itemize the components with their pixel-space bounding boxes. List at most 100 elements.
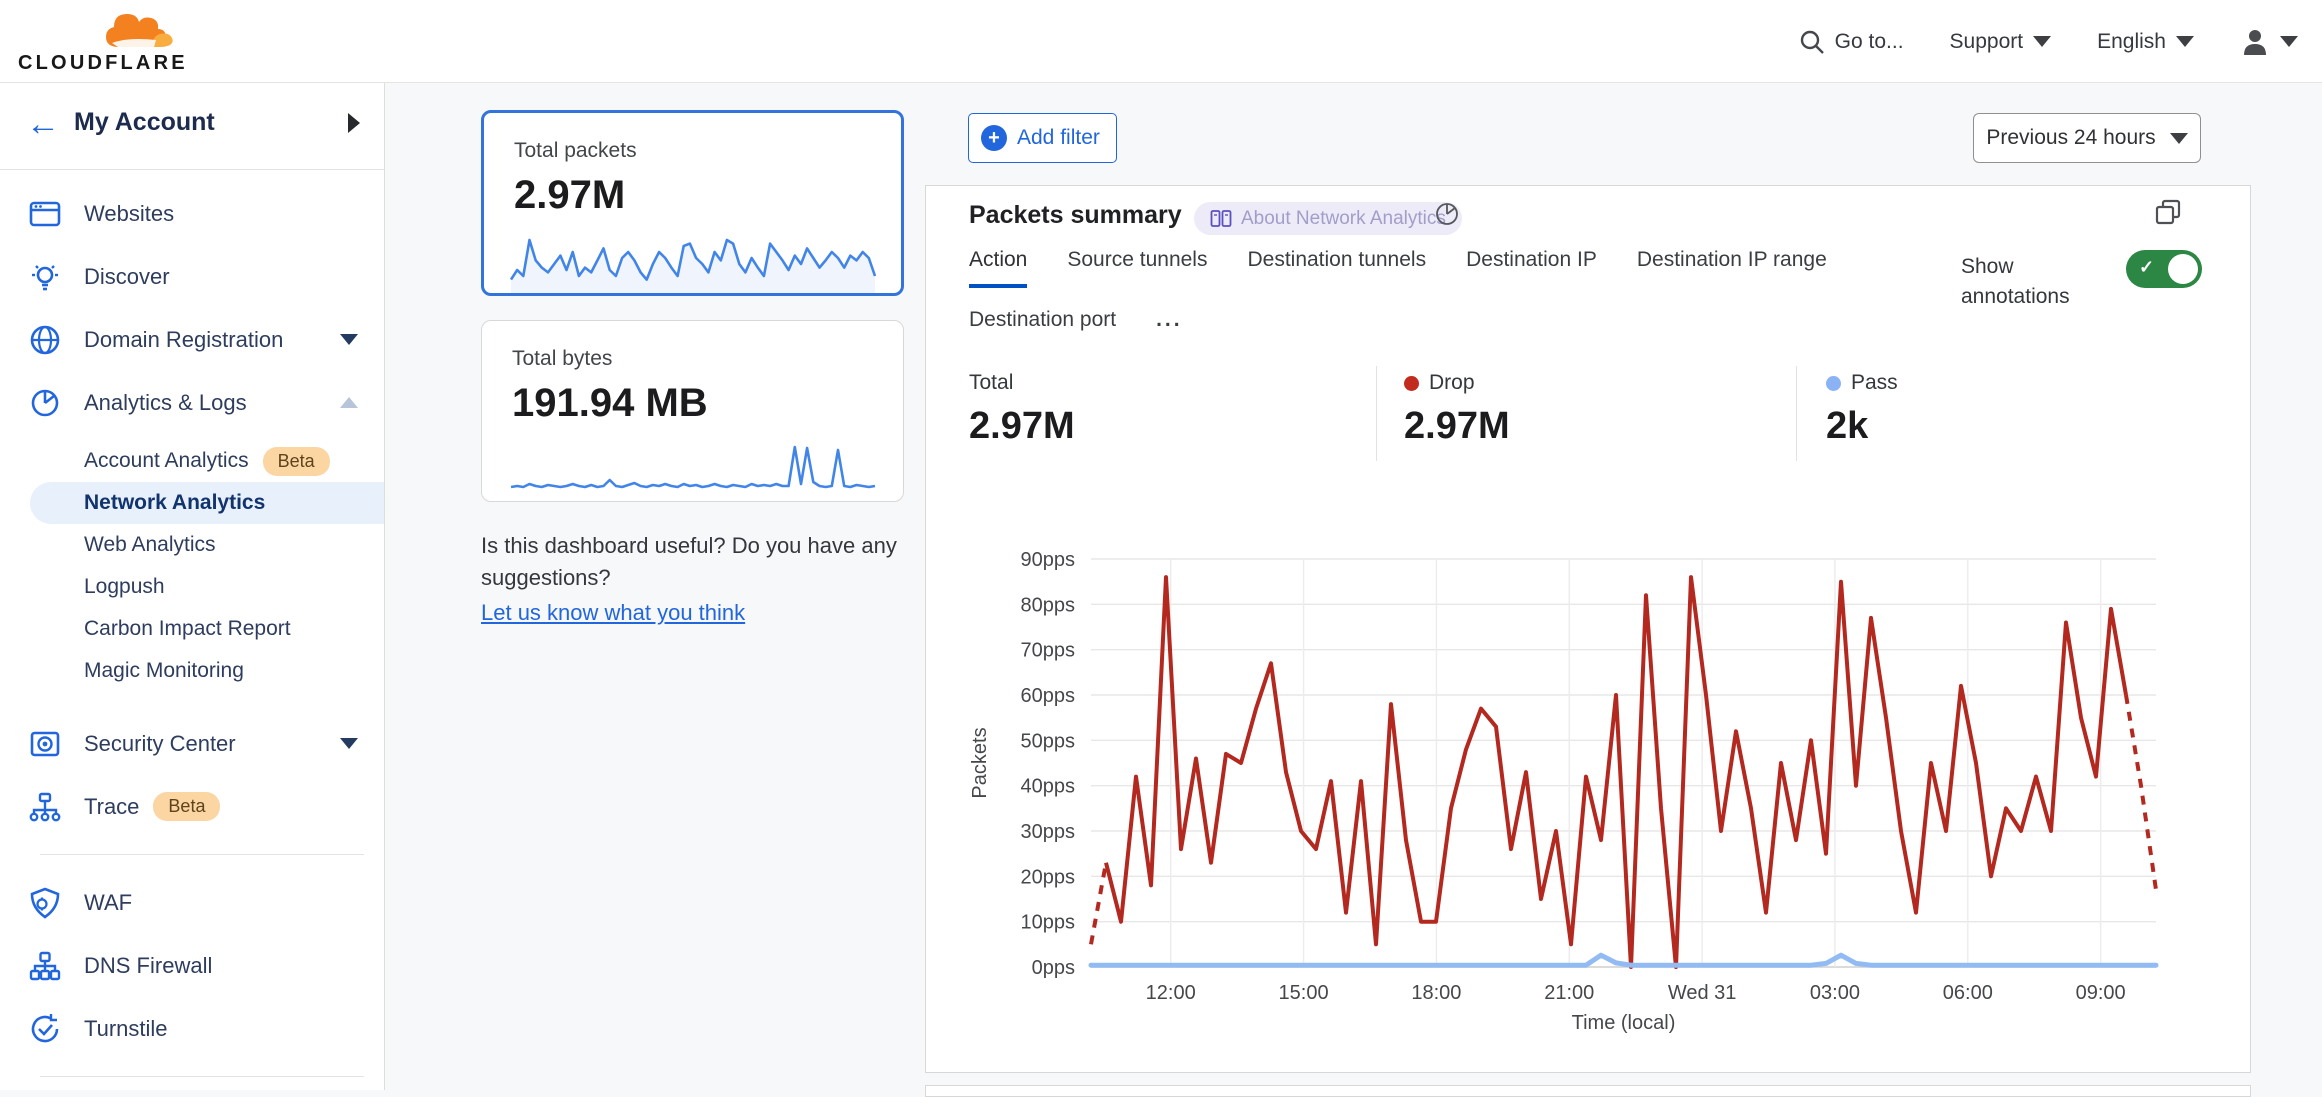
add-filter-label: Add filter — [1017, 126, 1100, 149]
book-icon — [1210, 209, 1232, 227]
sidebar-item-label: Carbon Impact Report — [84, 617, 291, 640]
stats-row: Total 2.97M Drop 2.97M Pass 2k — [926, 366, 2252, 471]
card-total-bytes[interactable]: Total bytes 191.94 MB — [481, 320, 904, 502]
sidebar-item-waf[interactable]: WAF — [0, 871, 384, 934]
lightbulb-icon — [32, 264, 58, 290]
tab-destination-ip[interactable]: Destination IP — [1466, 248, 1597, 271]
chevron-down-icon — [2033, 36, 2052, 47]
svg-text:30pps: 30pps — [1021, 821, 1076, 843]
sidebar-item-security-center[interactable]: Security Center — [0, 712, 384, 775]
sidebar-item-label: Domain Registration — [84, 326, 284, 352]
dimension-tabs: Action Source tunnels Destination tunnel… — [969, 248, 1869, 344]
chevron-down-icon — [340, 738, 358, 749]
sidebar-divider — [40, 854, 364, 855]
tab-source-tunnels[interactable]: Source tunnels — [1067, 248, 1208, 271]
time-range-select[interactable]: Previous 24 hours — [1973, 113, 2201, 163]
chevron-down-icon — [2280, 36, 2298, 47]
svg-text:06:00: 06:00 — [1943, 982, 1993, 1004]
feedback-link[interactable]: Let us know what you think — [481, 600, 746, 625]
card-title: Total bytes — [512, 347, 613, 370]
stat-label: Pass — [1851, 371, 1898, 394]
svg-text:70pps: 70pps — [1021, 640, 1076, 662]
stat-divider — [1796, 366, 1797, 461]
sidebar-item-turnstile[interactable]: Turnstile — [0, 997, 384, 1060]
svg-text:03:00: 03:00 — [1810, 982, 1860, 1004]
sidebar-item-label: Network Analytics — [84, 491, 266, 514]
svg-text:12:00: 12:00 — [1146, 982, 1196, 1004]
cloudflare-logo[interactable]: CLOUDFLARE — [18, 7, 188, 75]
stat-drop: Drop 2.97M — [1404, 371, 1510, 448]
total-bytes-sparkline — [510, 445, 875, 489]
plus-icon: + — [981, 125, 1007, 151]
chevron-down-icon — [2169, 132, 2188, 144]
sidebar: ← My Account Websites Discover — [0, 83, 385, 1090]
sidebar-nav: Websites Discover Domain Registration — [0, 170, 384, 1090]
panel-title: Packets summary — [969, 201, 1182, 229]
sidebar-item-trace[interactable]: Trace Beta — [0, 775, 384, 838]
svg-text:09:00: 09:00 — [2076, 982, 2126, 1004]
support-label: Support — [1949, 29, 2024, 53]
pie-chart-toggle-icon[interactable] — [1434, 201, 1460, 232]
language-menu[interactable]: English — [2097, 30, 2194, 54]
sidebar-item-label: Turnstile — [84, 1015, 168, 1041]
svg-text:15:00: 15:00 — [1279, 982, 1329, 1004]
add-filter-button[interactable]: + Add filter — [968, 113, 1117, 163]
sidebar-item-label: Account Analytics — [84, 449, 249, 472]
sidebar-item-label: Logpush — [84, 575, 165, 598]
sidebar-item-label: Security Center — [84, 730, 236, 756]
tab-destination-tunnels[interactable]: Destination tunnels — [1247, 248, 1427, 271]
sidebar-item-websites[interactable]: Websites — [0, 182, 384, 245]
svg-text:40pps: 40pps — [1021, 776, 1076, 798]
sidebar-item-magic-monitoring[interactable]: Magic Monitoring — [0, 650, 384, 692]
sidebar-item-web-analytics[interactable]: Web Analytics — [0, 524, 384, 566]
sidebar-item-account-analytics[interactable]: Account Analytics Beta — [0, 440, 384, 482]
tabs-overflow-button[interactable]: ... — [1156, 308, 1183, 331]
browser-icon — [29, 201, 61, 226]
svg-text:Wed 31: Wed 31 — [1668, 982, 1737, 1004]
card-total-packets[interactable]: Total packets 2.97M — [481, 110, 904, 296]
tab-destination-ip-range[interactable]: Destination IP range — [1636, 248, 1827, 271]
sidebar-item-logpush[interactable]: Logpush — [0, 566, 384, 608]
stat-pass: Pass 2k — [1826, 371, 1898, 448]
stat-divider — [1376, 366, 1377, 461]
back-arrow-icon[interactable]: ← — [26, 105, 60, 143]
chevron-down-icon — [340, 334, 358, 345]
sidebar-item-label: WAF — [84, 889, 133, 915]
sidebar-item-carbon-impact-report[interactable]: Carbon Impact Report — [0, 608, 384, 650]
sidebar-item-discover[interactable]: Discover — [0, 245, 384, 308]
goto-search[interactable]: Go to... — [1799, 29, 1904, 55]
card-title: Total packets — [514, 139, 637, 162]
svg-text:60pps: 60pps — [1021, 685, 1076, 707]
svg-text:18:00: 18:00 — [1411, 982, 1461, 1004]
pie-chart-icon — [31, 389, 59, 416]
user-menu[interactable] — [2240, 27, 2298, 57]
about-network-analytics-badge[interactable]: About Network Analytics — [1194, 202, 1462, 235]
sidebar-item-domain-registration[interactable]: Domain Registration — [0, 308, 384, 371]
sidebar-item-dns-firewall[interactable]: DNS Firewall — [0, 934, 384, 997]
svg-text:21:00: 21:00 — [1544, 982, 1594, 1004]
toggle-knob — [2168, 254, 2198, 284]
support-menu[interactable]: Support — [1950, 30, 2052, 54]
chevron-down-icon — [2176, 36, 2194, 47]
account-header[interactable]: ← My Account — [0, 83, 384, 170]
tab-destination-port[interactable]: Destination port — [969, 308, 1117, 331]
shield-gear-icon — [30, 887, 60, 919]
tab-action[interactable]: Action — [969, 248, 1028, 288]
sidebar-item-analytics-logs[interactable]: Analytics & Logs — [0, 371, 384, 434]
total-packets-sparkline — [509, 238, 876, 296]
time-range-label: Previous 24 hours — [1986, 126, 2156, 149]
chevron-right-icon[interactable] — [348, 113, 360, 133]
drop-dot — [1404, 375, 1419, 391]
card-value: 2.97M — [514, 173, 626, 217]
packets-time-series-chart: 0pps 10pps 20pps 30pps 40pps 50pps 60pps 70pps 8… — [969, 549, 2159, 1034]
sidebar-item-label: Discover — [84, 263, 170, 289]
annotations-toggle[interactable]: ✓ — [2126, 250, 2202, 288]
show-annotations-label: Show annotations — [1961, 255, 2070, 308]
check-icon: ✓ — [2139, 257, 2155, 277]
beta-badge: Beta — [262, 446, 330, 476]
chevron-up-icon — [340, 397, 358, 408]
brand-text: CLOUDFLARE — [18, 52, 188, 74]
expand-panel-icon[interactable] — [2154, 198, 2182, 231]
sidebar-item-network-analytics[interactable]: Network Analytics — [30, 482, 384, 524]
